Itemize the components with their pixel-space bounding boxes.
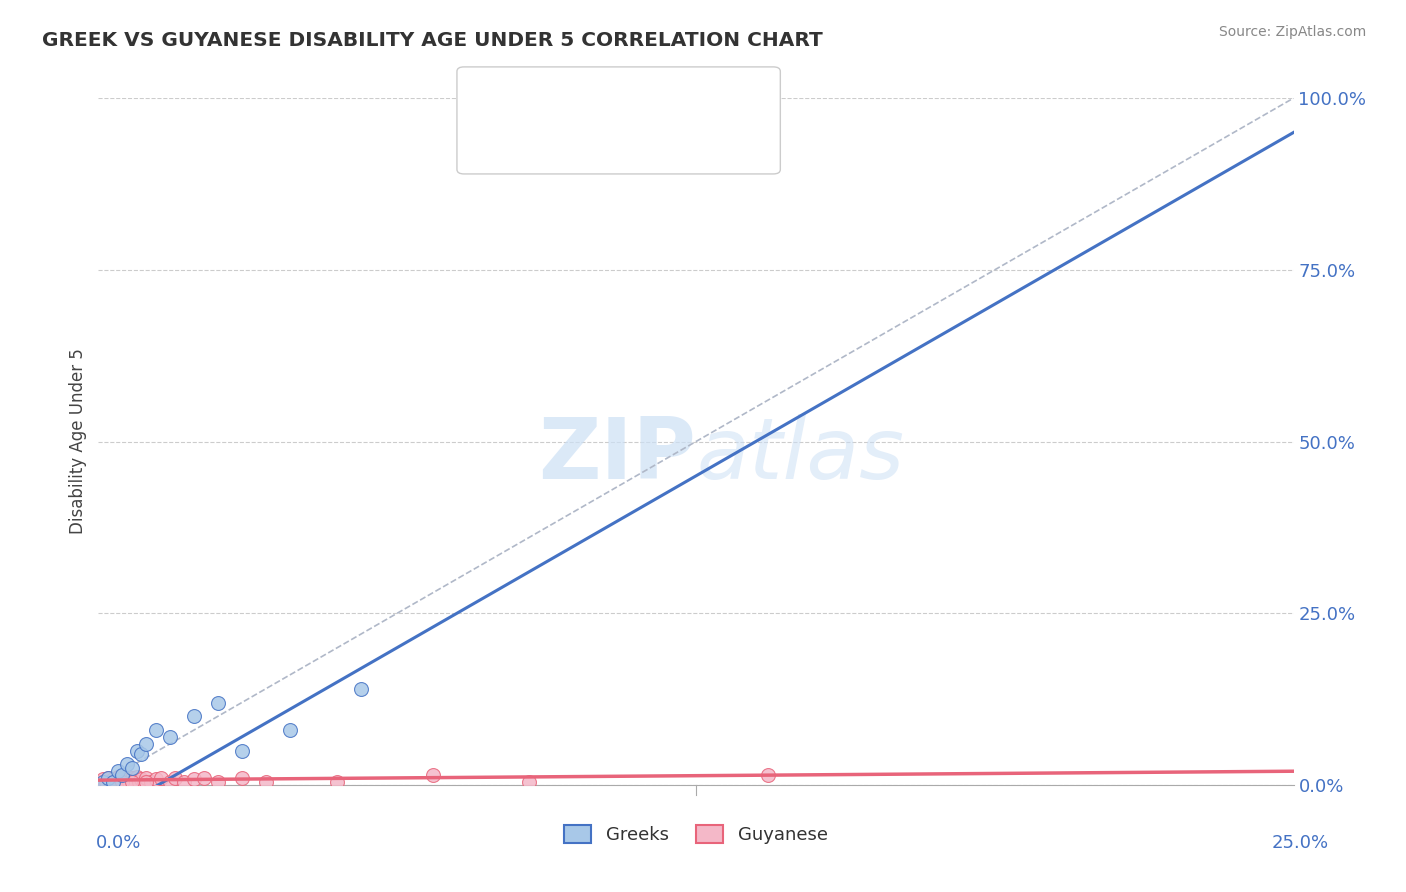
- Point: [125, 770, 148, 784]
- Point: [91, 774, 114, 789]
- Point: [756, 767, 779, 781]
- Text: ZIP: ZIP: [538, 414, 696, 497]
- Point: [115, 772, 138, 787]
- Point: [131, 747, 153, 761]
- Point: [111, 767, 134, 781]
- Text: 0.053: 0.053: [548, 133, 605, 151]
- Point: [118, 774, 141, 789]
- Point: [94, 774, 117, 789]
- Point: [231, 771, 253, 785]
- Text: GREEK VS GUYANESE DISABILITY AGE UNDER 5 CORRELATION CHART: GREEK VS GUYANESE DISABILITY AGE UNDER 5…: [42, 31, 823, 50]
- Legend: Greeks, Guyanese: Greeks, Guyanese: [557, 818, 835, 852]
- Point: [104, 774, 127, 789]
- Point: [111, 774, 134, 789]
- Point: [145, 772, 167, 787]
- Point: [121, 771, 143, 785]
- Point: [135, 774, 157, 789]
- Point: [97, 771, 120, 785]
- Point: [135, 737, 157, 751]
- Text: R =: R =: [513, 88, 553, 107]
- Point: [107, 770, 129, 784]
- Point: [207, 696, 229, 710]
- Text: 39: 39: [659, 133, 685, 151]
- Point: [183, 772, 205, 787]
- Point: [149, 771, 172, 785]
- Point: [183, 709, 205, 723]
- Point: [159, 730, 181, 744]
- Point: [115, 757, 138, 772]
- Text: atlas: atlas: [696, 414, 904, 497]
- Text: N =: N =: [624, 133, 665, 151]
- Point: [145, 723, 167, 737]
- Point: [135, 771, 157, 785]
- Text: N =: N =: [624, 88, 665, 107]
- Point: [124, 774, 146, 789]
- Point: [131, 772, 153, 787]
- Text: R =: R =: [513, 133, 553, 151]
- Point: [350, 681, 373, 696]
- Point: [121, 761, 143, 775]
- Point: [121, 774, 143, 789]
- Text: 0.508: 0.508: [548, 88, 605, 107]
- Point: [207, 774, 229, 789]
- Point: [139, 774, 162, 789]
- Y-axis label: Disability Age Under 5: Disability Age Under 5: [69, 349, 87, 534]
- Point: [254, 774, 277, 789]
- Point: [159, 774, 181, 789]
- Point: [163, 771, 186, 785]
- Point: [101, 772, 124, 787]
- Point: [517, 774, 540, 789]
- Point: [278, 723, 301, 737]
- Point: [91, 772, 114, 787]
- Point: [98, 774, 122, 789]
- Point: [193, 771, 215, 785]
- Point: [107, 764, 129, 779]
- Point: [111, 771, 134, 785]
- FancyBboxPatch shape: [474, 79, 503, 116]
- Point: [173, 774, 195, 789]
- Point: [231, 744, 253, 758]
- Point: [97, 771, 120, 785]
- Text: Source: ZipAtlas.com: Source: ZipAtlas.com: [1219, 25, 1367, 39]
- Point: [90, 774, 112, 789]
- Point: [326, 774, 349, 789]
- Point: [128, 774, 150, 789]
- Point: [108, 774, 131, 789]
- Text: 25.0%: 25.0%: [1271, 834, 1329, 852]
- Point: [132, 774, 155, 789]
- Point: [101, 774, 124, 789]
- Point: [114, 774, 136, 789]
- Text: 17: 17: [659, 88, 685, 107]
- Point: [101, 774, 124, 789]
- FancyBboxPatch shape: [474, 124, 503, 161]
- Text: 0.0%: 0.0%: [96, 834, 141, 852]
- Point: [125, 744, 148, 758]
- Point: [422, 767, 444, 781]
